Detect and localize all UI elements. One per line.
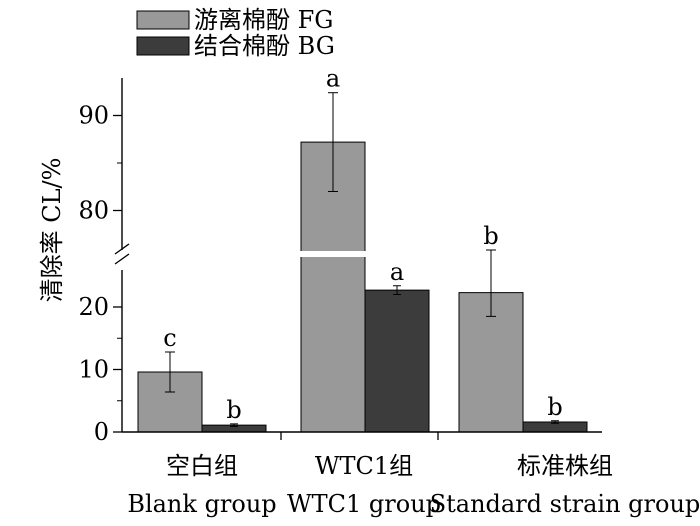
category-label-zh-1: WTC1组 — [315, 452, 413, 480]
category-label-en-2: Standard strain group — [430, 490, 700, 518]
legend-swatch-1 — [136, 36, 190, 56]
y-axis-label: 清除率 CL/% — [38, 158, 66, 303]
legend-label-1: 结合棉酚 BG — [194, 32, 335, 60]
significance-letter-1-1: a — [390, 258, 404, 286]
category-label-en-0: Blank group — [127, 490, 276, 518]
category-label-zh-2: 标准株组 — [517, 452, 613, 480]
axis-break-mark-1 — [114, 243, 130, 255]
bar-break-gap-1 — [300, 251, 366, 257]
y-tick-label-1: 10 — [78, 356, 109, 384]
bars-layer — [137, 92, 588, 433]
significance-letter-1-2: b — [547, 393, 562, 421]
y-tick-label-3: 80 — [78, 197, 109, 225]
significance-letter-0-1: a — [326, 65, 340, 93]
legend-swatch-0 — [136, 10, 190, 30]
significance-letter-1-0: b — [226, 396, 241, 424]
bar-bg-1 — [364, 289, 430, 433]
y-tick-label-2: 20 — [78, 293, 109, 321]
y-tick-label-4: 90 — [78, 102, 109, 130]
axis-break-mark-2 — [114, 253, 130, 265]
labels-layer: c a b b a b 0 10 20 80 90 空白组 Blank group WTC1组 WTC1 g… — [78, 65, 700, 518]
y-tick-label-0: 0 — [94, 418, 109, 446]
category-label-zh-0: 空白组 — [166, 452, 238, 480]
significance-letter-0-0: c — [163, 324, 176, 352]
axes-layer — [113, 78, 602, 440]
legend-label-0: 游离棉酚 FG — [194, 6, 333, 34]
significance-letter-0-2: b — [483, 222, 498, 250]
category-label-en-1: WTC1 group — [287, 490, 441, 518]
